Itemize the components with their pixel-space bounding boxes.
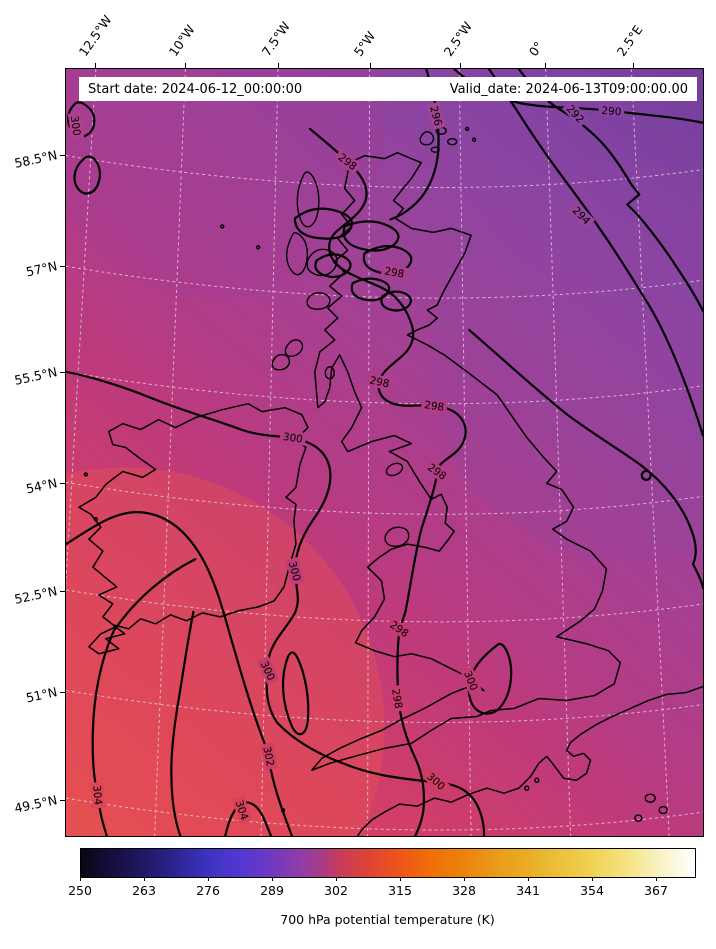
colorbar-tick-label: 276 [196, 883, 220, 898]
colorbar-tick-label: 302 [324, 883, 348, 898]
colorbar-tick-label: 367 [644, 883, 668, 898]
colorbar-tick [592, 877, 593, 881]
colorbar-tick [80, 877, 81, 881]
colorbar-tick-label: 354 [580, 883, 604, 898]
contour-300-lens [281, 651, 310, 736]
coast-france [356, 685, 703, 836]
colorbar-caption: 700 hPa potential temperature (K) [280, 912, 495, 927]
colorbar-tick [528, 877, 529, 881]
lon-tick-label: 5°W [350, 28, 379, 59]
lat-tick-label: 51°N [24, 684, 59, 706]
lon-tick [545, 63, 546, 68]
colorbar-tick [656, 877, 657, 881]
svg-text:296: 296 [427, 105, 444, 127]
colorbar-tick [400, 877, 401, 881]
contour-304-south [224, 801, 273, 836]
lon-tick [278, 63, 279, 68]
temperature-fill [66, 69, 703, 836]
lat-tick [60, 155, 65, 156]
start-date-text: Start date: 2024-06-12_00:00:00 [88, 81, 303, 97]
colorbar-tick [336, 877, 337, 881]
contour-label: 300 [67, 112, 85, 140]
map-panel: Start date: 2024-06-12_00:00:00 Valid_da… [65, 68, 704, 837]
svg-text:300: 300 [282, 431, 303, 446]
contour-label: 300 [279, 429, 307, 446]
lon-tick-label: 10°W [165, 22, 198, 59]
contour-label: 298 [365, 372, 394, 391]
contour-298-highland-tangle [293, 207, 652, 481]
lat-tick [60, 483, 65, 484]
colorbar-tick-label: 328 [452, 883, 476, 898]
svg-text:304: 304 [90, 785, 104, 806]
colorbar-tick-label: 289 [260, 883, 284, 898]
svg-text:298: 298 [368, 375, 390, 391]
colorbar-tick-label: 315 [388, 883, 412, 898]
lat-tick-label: 57°N [24, 258, 59, 280]
contour-300-blob2 [73, 155, 102, 195]
svg-text:298: 298 [383, 265, 405, 280]
title-box: Start date: 2024-06-12_00:00:00 Valid_da… [79, 77, 697, 101]
lon-tick [95, 63, 96, 68]
svg-text:298: 298 [389, 688, 404, 710]
coast-ireland [78, 402, 309, 655]
svg-text:300: 300 [68, 115, 83, 136]
lon-tick-label: 12.5°W [75, 12, 115, 59]
contour-label: 304 [90, 781, 106, 809]
contour-label: 298 [420, 397, 448, 414]
colorbar-tick-label: 341 [516, 883, 540, 898]
svg-text:290: 290 [601, 105, 622, 118]
map-canvas: 2902922942962982982982982982982983003003… [66, 69, 703, 836]
lon-tick [370, 63, 371, 68]
lon-tick [185, 63, 186, 68]
coast-great-britain [311, 151, 622, 772]
coastlines [78, 126, 703, 836]
lon-tick [633, 63, 634, 68]
lon-tick-label: 0° [525, 38, 547, 59]
lat-tick [60, 591, 65, 592]
lat-tick-label: 58.5°N [12, 147, 59, 171]
lon-tick [460, 63, 461, 68]
colorbar-tick-label: 263 [132, 883, 156, 898]
lat-tick-label: 55.5°N [12, 364, 59, 388]
colorbar-tick [144, 877, 145, 881]
colorbar-tick [208, 877, 209, 881]
colorbar-tick [464, 877, 465, 881]
contour-label: 302 [260, 742, 279, 771]
contour-label: 298 [388, 684, 407, 713]
svg-text:302: 302 [260, 745, 276, 767]
contour-label: 304 [232, 795, 253, 825]
contour-296-northsea [468, 328, 703, 590]
svg-text:304: 304 [233, 799, 251, 822]
colorbar [80, 848, 696, 878]
svg-text:300: 300 [286, 560, 303, 582]
contour-300-blob [67, 101, 96, 138]
contour-292 [517, 69, 703, 313]
contour-label: 290 [598, 103, 625, 118]
contour-label: 298 [380, 263, 409, 281]
lat-tick-label: 49.5°N [12, 792, 59, 816]
lat-tick-label: 52.5°N [12, 583, 59, 607]
lon-tick-label: 2.5°W [440, 18, 476, 59]
lat-tick [60, 372, 65, 373]
contour-300 [66, 370, 486, 836]
lon-tick-label: 7.5°W [258, 18, 294, 59]
lat-tick [60, 266, 65, 267]
lat-tick-label: 54°N [24, 475, 59, 497]
colorbar-tick [272, 877, 273, 881]
lon-tick-label: 2.5°E [613, 22, 646, 59]
colorbar-tick-label: 250 [68, 883, 92, 898]
contour-304-mid [170, 610, 195, 836]
lat-tick [60, 692, 65, 693]
valid-date-text: Valid_date: 2024-06-13T09:00:00.00 [449, 81, 688, 97]
lat-tick [60, 800, 65, 801]
svg-text:298: 298 [423, 399, 444, 414]
